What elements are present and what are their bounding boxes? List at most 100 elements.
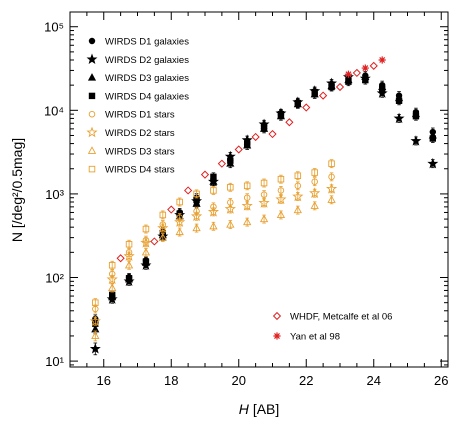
data-point [311,169,318,176]
legend-label: WIRDS D2 stars [105,128,175,139]
data-point [89,315,101,326]
data-point [210,187,217,194]
legend-marker [87,73,97,81]
plot-frame [69,11,449,368]
data-point [140,236,152,248]
data-point [362,76,369,84]
legend: WIRDS D1 galaxies WIRDS D2 galaxies WIRDS … [86,37,189,176]
x-tick-label: 22 [299,373,313,388]
data-point [192,223,201,232]
legend-label: WIRDS D2 galaxies [105,55,189,66]
data-point [427,157,439,169]
legend-marker [272,311,282,321]
data-point [209,221,218,230]
data-point [277,110,285,118]
data-point [345,78,352,85]
data-point [327,195,336,203]
legend-marker [87,146,97,154]
data-point [361,64,369,72]
data-point [243,182,251,190]
data-point [395,97,403,104]
data-points [89,56,439,356]
x-tick-label: 20 [232,373,246,388]
legend-label: WIRDS D4 galaxies [105,91,189,102]
data-point [292,190,304,202]
legend-marker [86,126,98,138]
x-tick-label: 24 [367,373,381,388]
legend-marker [86,53,98,64]
data-point [224,203,236,214]
data-point [190,210,203,222]
data-point [275,193,287,205]
data-point [276,210,286,219]
data-point [319,91,328,100]
legend-label: WHDF, Metcalfe et al 06 [290,312,392,323]
legend-label: WIRDS D3 stars [105,146,175,157]
data-point [158,233,167,241]
data-point [302,103,311,112]
x-axis-title-unit: [AB] [253,401,279,417]
legend-label: WIRDS D4 stars [105,165,175,176]
data-point [309,187,321,198]
data-point [142,225,150,233]
data-point [310,201,319,209]
data-point [277,175,285,183]
data-point [352,68,361,78]
data-point [167,205,176,214]
data-point [227,184,234,191]
data-point [258,197,270,208]
data-point [106,273,118,285]
data-point [157,222,169,233]
data-point [210,173,217,181]
data-point [325,182,338,194]
y-tick-label: 10⁵ [44,20,64,35]
data-point [227,157,234,164]
legend-label: WIRDS D1 stars [105,110,175,121]
data-point [277,187,285,194]
data-point [285,118,294,127]
x-tick-label: 26 [434,373,448,388]
data-point [294,182,302,190]
data-point [378,56,386,64]
y-tick-label: 10³ [45,187,64,202]
data-point [294,99,302,107]
data-point [207,205,220,217]
data-point [92,299,99,306]
y-axis-title: N [/deg²/0.5mag] [9,138,25,242]
axes: 16 18 20 22 24 26 10¹ 10² 10³ 10⁴ 10⁵ [44,12,448,388]
legend-marker [273,332,281,340]
data-point [91,331,100,339]
data-point [311,88,318,96]
legend-marker [88,110,96,118]
series-7 [92,159,335,308]
data-point [293,205,302,214]
legend-marker [88,165,96,173]
y-tick-label: 10⁴ [44,103,64,118]
data-point [108,291,116,299]
data-point [150,237,159,246]
data-point [141,247,151,256]
data-point [175,227,184,236]
x-tick-label: 18 [164,373,178,388]
data-point [174,216,186,227]
data-point [217,159,226,168]
data-point [142,258,150,265]
data-point [200,170,210,179]
data-point [412,113,420,120]
series-6 [91,195,336,342]
data-point [328,160,335,167]
legend-literature: WHDF, Metcalfe et al 06 Yan et al 98 [272,311,392,343]
data-point [123,250,135,261]
y-tick-label: 10¹ [45,354,64,369]
data-point [241,199,253,211]
data-point [184,186,193,195]
data-point [429,135,437,142]
data-point [328,83,335,91]
x-axis-title: H [AB] [239,401,280,417]
series-9 [344,56,386,78]
data-point [259,214,269,223]
data-point [294,172,302,179]
data-point [260,179,268,187]
data-point [125,240,133,248]
